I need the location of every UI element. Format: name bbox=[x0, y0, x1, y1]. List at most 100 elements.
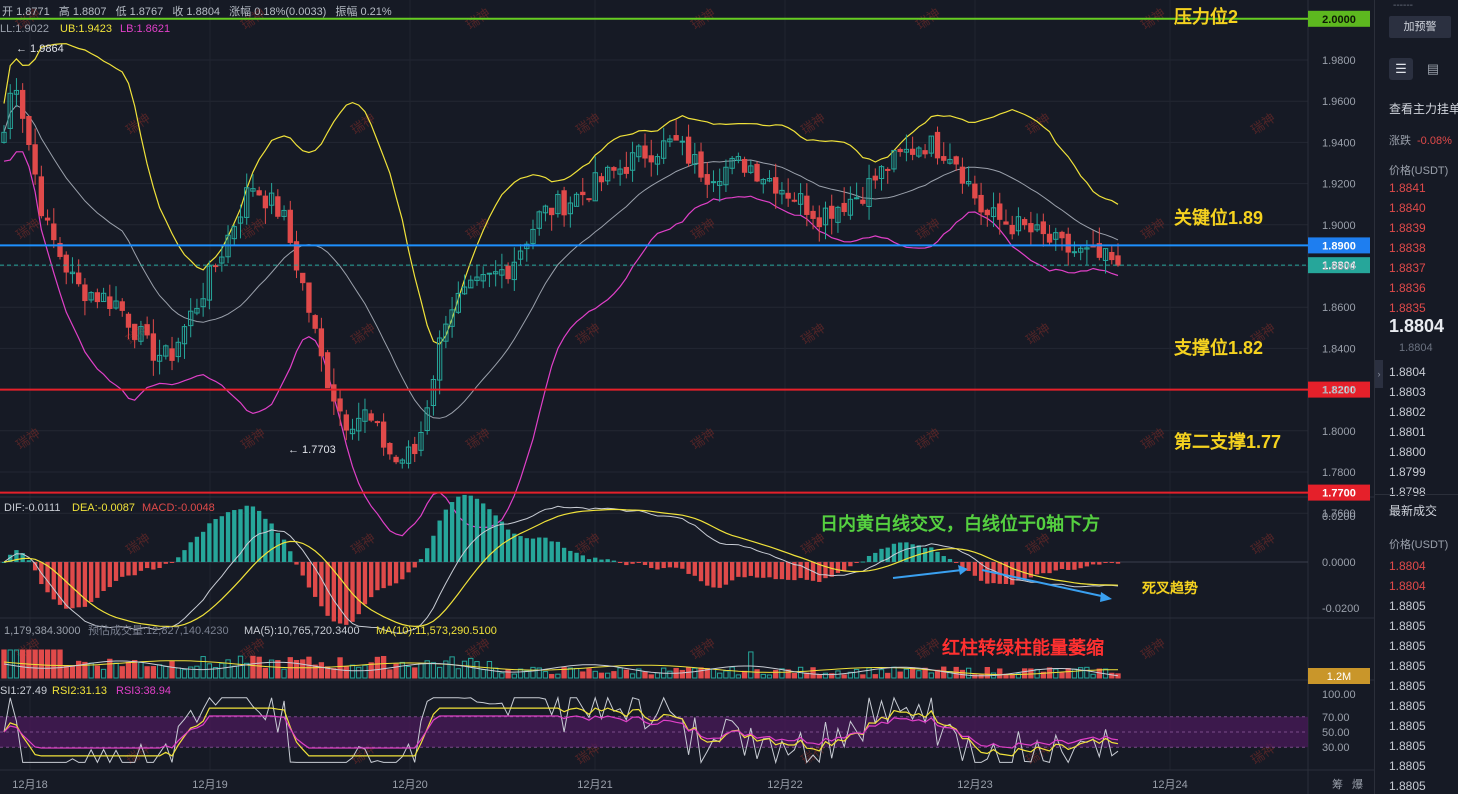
price-tick: 1.9400 bbox=[1322, 137, 1356, 149]
macd-bar bbox=[630, 562, 635, 564]
candle-body bbox=[972, 183, 978, 199]
current-price-tag-text: 1.8804 bbox=[1322, 260, 1357, 272]
macd-bar bbox=[985, 562, 990, 584]
candle-body bbox=[1065, 233, 1071, 253]
macd-bar bbox=[916, 545, 922, 562]
sidebar-divider bbox=[1375, 494, 1458, 495]
change-row: 涨跌 -0.08% bbox=[1389, 135, 1452, 147]
boll-lower-line bbox=[3, 151, 1119, 537]
candle-body bbox=[57, 242, 63, 257]
macd-bar bbox=[369, 562, 374, 598]
macd-bar bbox=[313, 562, 318, 597]
watermark: 瑞神 bbox=[1248, 530, 1278, 557]
volume-bar bbox=[692, 667, 698, 679]
watermark: 瑞神 bbox=[1138, 635, 1168, 662]
candlesticks bbox=[1, 78, 1121, 469]
price-row: 1.8805 bbox=[1389, 679, 1426, 693]
candle-body bbox=[617, 168, 623, 175]
volume-bar bbox=[605, 672, 611, 679]
candle-body bbox=[530, 228, 536, 245]
price-tick: 1.9200 bbox=[1322, 179, 1356, 191]
watermark: 瑞神 bbox=[688, 425, 718, 452]
watermark: 瑞神 bbox=[798, 110, 828, 137]
chart-area[interactable]: 瑞神 瑞神 瑞神 瑞神 瑞神 瑞神 瑞神 瑞神 瑞神 瑞神 瑞神 瑞神 瑞神 瑞神 瑞神 瑞神 瑞神 瑞神 瑞神 瑞神… bbox=[0, 0, 1374, 794]
macd-bar bbox=[1034, 562, 1040, 575]
volume-bar bbox=[175, 667, 181, 679]
price-row: 1.8801 bbox=[1389, 425, 1426, 439]
add-alert-button[interactable]: 加预警 bbox=[1389, 16, 1451, 38]
change-value: 涨幅 0.18%(0.0033) bbox=[229, 6, 327, 18]
candle-body bbox=[449, 309, 455, 327]
candle-body bbox=[822, 207, 829, 226]
price-row: 1.8805 bbox=[1389, 699, 1426, 713]
price-tick: 1.9800 bbox=[1322, 55, 1356, 67]
macd-bar bbox=[8, 554, 13, 562]
volume-bar bbox=[163, 665, 169, 679]
volume-bar bbox=[555, 673, 561, 679]
volume-bar bbox=[262, 667, 269, 679]
candle-body bbox=[573, 193, 580, 207]
macd-bar bbox=[599, 559, 604, 562]
volume-bar bbox=[455, 668, 461, 679]
candle-body bbox=[63, 254, 69, 273]
orderbook-grid-icon[interactable]: ▦ bbox=[1453, 58, 1458, 80]
candle-body bbox=[306, 282, 312, 313]
macd-bar bbox=[1010, 562, 1015, 585]
macd-bar bbox=[586, 559, 592, 562]
macd-bar bbox=[729, 562, 735, 581]
date-tick: 12月23 bbox=[957, 779, 992, 791]
candle-body bbox=[779, 189, 785, 195]
candle-body bbox=[1028, 223, 1034, 233]
volume-bar bbox=[424, 660, 430, 679]
candle-body bbox=[150, 333, 157, 361]
price-row: 1.8805 bbox=[1389, 739, 1426, 753]
price-levels: 2.0000 1.8900 1.8804 1.8200 1.7700 bbox=[0, 10, 1370, 501]
volume-bar bbox=[829, 673, 835, 679]
watermark: 瑞神 bbox=[348, 320, 378, 347]
macd-bar bbox=[437, 520, 442, 562]
macd-bar bbox=[219, 516, 224, 562]
ask-list: 1.8841 1.8840 1.8839 1.8838 1.8837 1.8836 1.88… bbox=[1389, 178, 1426, 318]
macd-bar bbox=[281, 539, 287, 562]
macd-bar bbox=[518, 536, 523, 562]
macd-bar bbox=[238, 509, 243, 562]
view-main-orders-link[interactable]: 查看主力挂单 bbox=[1389, 102, 1458, 116]
volume-bar bbox=[200, 656, 206, 679]
macd-bar bbox=[879, 548, 884, 562]
volume-bar bbox=[312, 664, 318, 679]
support-tag-text: 1.8200 bbox=[1322, 385, 1356, 397]
volume-bar bbox=[206, 663, 213, 679]
macd-bar bbox=[113, 562, 119, 581]
candle-body bbox=[947, 158, 953, 164]
macd-bar bbox=[70, 562, 75, 609]
orderbook-both-icon[interactable]: ☰ bbox=[1389, 58, 1413, 80]
candle-body bbox=[878, 166, 885, 180]
volume-bar bbox=[754, 669, 760, 679]
volume-bar bbox=[100, 668, 107, 679]
price-tick: 1.7800 bbox=[1322, 467, 1356, 479]
macd-tick: 0.0200 bbox=[1322, 511, 1356, 523]
watermark: 瑞神 bbox=[463, 635, 493, 662]
volume-bar bbox=[38, 649, 45, 679]
candle-body bbox=[928, 135, 934, 154]
bollinger-bands bbox=[3, 43, 1119, 537]
volume-bar bbox=[779, 668, 785, 679]
volume-bar bbox=[698, 667, 704, 679]
volume-bar bbox=[891, 666, 897, 679]
candle-body bbox=[231, 226, 237, 240]
price-tick: 1.8600 bbox=[1322, 302, 1356, 314]
candle-body bbox=[480, 274, 486, 282]
candle-body bbox=[468, 279, 474, 289]
macd-bar bbox=[543, 537, 548, 562]
orderbook-list-icon[interactable]: ▤ bbox=[1426, 61, 1440, 76]
candle-body bbox=[661, 140, 667, 159]
candle-body bbox=[1034, 224, 1040, 231]
macd-bar bbox=[337, 562, 343, 624]
candle-body bbox=[698, 151, 704, 178]
volume-bar bbox=[51, 649, 57, 679]
candle-body bbox=[648, 155, 654, 163]
volume-bar bbox=[374, 656, 381, 679]
collapse-handle[interactable]: › bbox=[1375, 360, 1383, 388]
candle-body bbox=[723, 166, 729, 186]
